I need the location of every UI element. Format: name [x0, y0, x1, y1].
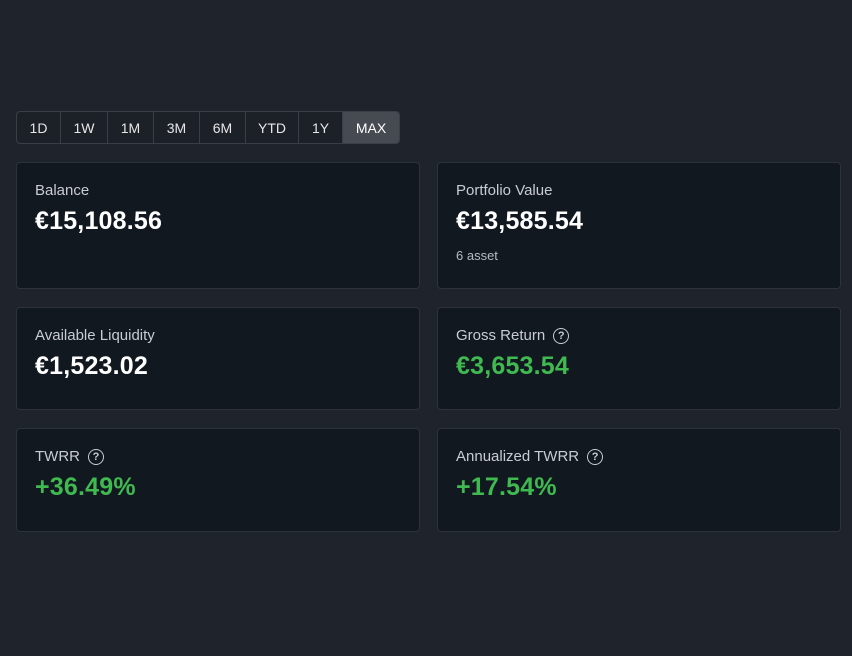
range-1d-button[interactable]: 1D	[17, 112, 61, 143]
annualized-twrr-card: Annualized TWRR? +17.54%	[437, 428, 841, 532]
range-6m-button[interactable]: 6M	[200, 112, 246, 143]
asset-count: 6 asset	[456, 248, 498, 263]
range-1m-button[interactable]: 1M	[108, 112, 154, 143]
time-range-selector: 1D 1W 1M 3M 6M YTD 1Y MAX	[16, 111, 400, 144]
twrr-label-row: TWRR?	[35, 448, 401, 465]
help-circle-icon[interactable]: ?	[587, 448, 604, 465]
range-ytd-button[interactable]: YTD	[246, 112, 299, 143]
gross-return-label: Gross Return	[456, 327, 546, 344]
twrr-value: +36.49%	[35, 473, 136, 501]
range-1w-button[interactable]: 1W	[61, 112, 108, 143]
twrr-label: TWRR	[35, 448, 80, 465]
gross-return-card: Gross Return? €3,653.54	[437, 307, 841, 410]
balance-card: Balance €15,108.56	[16, 162, 420, 289]
portfolio-value: €13,585.54	[456, 207, 584, 235]
range-3m-button[interactable]: 3M	[154, 112, 200, 143]
annualized-twrr-value: +17.54%	[456, 473, 557, 501]
gross-return-label-row: Gross Return?	[456, 327, 822, 344]
gross-return-value: €3,653.54	[456, 352, 570, 380]
portfolio-value-card: Portfolio Value €13,585.54 6 asset	[437, 162, 841, 289]
twrr-card: TWRR? +36.49%	[16, 428, 420, 532]
annualized-twrr-label-row: Annualized TWRR?	[456, 448, 822, 465]
liquidity-label: Available Liquidity	[35, 327, 155, 344]
help-circle-icon[interactable]: ?	[88, 448, 104, 465]
liquidity-value: €1,523.02	[35, 352, 149, 380]
available-liquidity-card: Available Liquidity €1,523.02	[16, 307, 420, 410]
annualized-twrr-label: Annualized TWRR	[456, 448, 580, 465]
help-circle-icon[interactable]: ?	[553, 327, 570, 344]
portfolio-value-label: Portfolio Value	[456, 182, 553, 199]
range-1y-button[interactable]: 1Y	[299, 112, 343, 143]
range-max-button[interactable]: MAX	[343, 112, 399, 143]
balance-value: €15,108.56	[35, 207, 163, 235]
balance-label: Balance	[35, 182, 90, 199]
